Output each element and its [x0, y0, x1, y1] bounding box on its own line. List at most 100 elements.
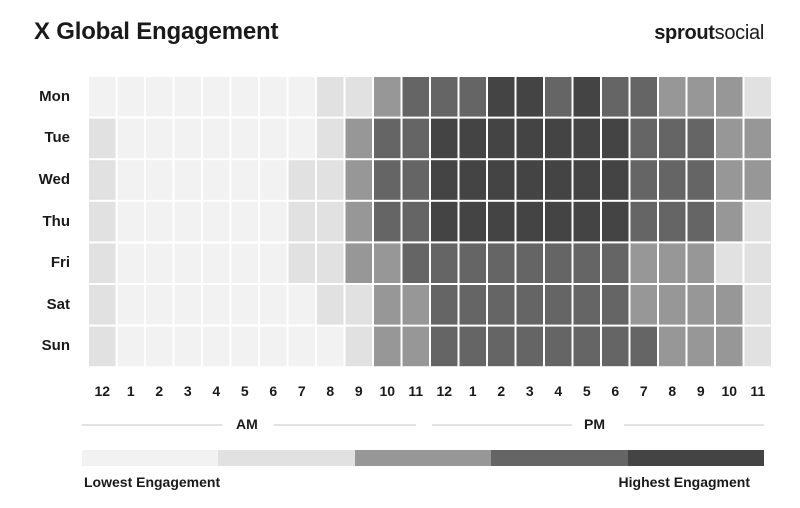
- heatmap-cell-wed-15: [516, 160, 543, 200]
- heatmap-cell-wed-10: [374, 160, 401, 200]
- day-label-sat: Sat: [46, 295, 70, 313]
- heatmap-cell-thu-2: [146, 201, 173, 242]
- heatmap-cell-thu-3: [174, 201, 201, 242]
- heatmap-cell-wed-4: [203, 160, 230, 200]
- heatmap-cell-fri-10: [374, 243, 401, 283]
- heatmap-cell-sat-13: [459, 285, 486, 325]
- heatmap-cell-tue-4: [203, 118, 230, 159]
- heatmap-cell-tue-14: [488, 118, 515, 159]
- heatmap-cell-thu-20: [659, 201, 686, 242]
- heatmap-cell-tue-1: [117, 118, 144, 159]
- heatmap-cell-mon-8: [317, 77, 344, 117]
- pm-label: PM: [584, 416, 605, 432]
- heatmap-cell-sat-7: [288, 285, 315, 325]
- heatmap-cell-fri-2: [146, 243, 173, 283]
- hour-label-18: 6: [611, 383, 620, 399]
- heatmap-cell-tue-8: [317, 118, 344, 159]
- logo-text-bold: sprout: [654, 22, 715, 44]
- heatmap-cell-mon-14: [488, 77, 515, 117]
- heatmap-cell-tue-0: [89, 118, 116, 159]
- heatmap-cell-wed-0: [89, 160, 116, 200]
- heatmap-cell-sat-17: [573, 285, 600, 325]
- heatmap-cell-wed-13: [459, 160, 486, 200]
- heatmap-cell-sun-15: [516, 326, 543, 367]
- hour-label-7: 7: [297, 383, 306, 399]
- heatmap-cell-sat-0: [89, 285, 116, 325]
- hour-label-10: 10: [379, 383, 396, 399]
- heatmap-cell-thu-8: [317, 201, 344, 242]
- heatmap-cell-sat-9: [345, 285, 372, 325]
- day-label-thu: Thu: [42, 212, 71, 230]
- legend-segment-2: [218, 450, 356, 466]
- heatmap-cell-mon-3: [174, 77, 201, 117]
- day-label-tue: Tue: [44, 129, 70, 147]
- heatmap-cell-mon-22: [716, 77, 743, 117]
- heatmap-cell-sat-19: [630, 285, 657, 325]
- heatmap-cell-sat-4: [203, 285, 230, 325]
- heatmap-cell-tue-22: [716, 118, 743, 159]
- heatmap-cell-sun-3: [174, 326, 201, 367]
- hour-label-22: 10: [721, 383, 738, 399]
- chart-title: X Global Engagement: [34, 18, 279, 45]
- heatmap-cell-mon-6: [260, 77, 287, 117]
- hour-label-0: 12: [94, 383, 111, 399]
- heatmap-cell-thu-23: [744, 201, 771, 242]
- heatmap-cell-thu-5: [231, 201, 258, 242]
- heatmap-cell-tue-15: [516, 118, 543, 159]
- heatmap-cell-thu-11: [402, 201, 429, 242]
- heatmap-cell-fri-1: [117, 243, 144, 283]
- heatmap-cell-mon-9: [345, 77, 372, 117]
- heatmap-cell-fri-13: [459, 243, 486, 283]
- heatmap-cell-thu-6: [260, 201, 287, 242]
- heatmap-cell-sat-6: [260, 285, 287, 325]
- day-label-fri: Fri: [50, 254, 70, 272]
- heatmap-cell-fri-21: [687, 243, 714, 283]
- heatmap-cell-tue-16: [545, 118, 572, 159]
- heatmap-cell-mon-23: [744, 77, 771, 117]
- heatmap-cell-sat-22: [716, 285, 743, 325]
- heatmap-cell-sat-14: [488, 285, 515, 325]
- heatmap-cell-mon-11: [402, 77, 429, 117]
- heatmap-cell-sun-20: [659, 326, 686, 367]
- heatmap-cell-sat-5: [231, 285, 258, 325]
- hour-label-21: 9: [696, 383, 705, 399]
- day-label-mon: Mon: [39, 87, 70, 105]
- heatmap-cell-wed-17: [573, 160, 600, 200]
- heatmap-cell-wed-12: [431, 160, 458, 200]
- heatmap-cell-fri-12: [431, 243, 458, 283]
- heatmap-cell-wed-20: [659, 160, 686, 200]
- heatmap-cell-sun-2: [146, 326, 173, 367]
- heatmap-cell-fri-16: [545, 243, 572, 283]
- engagement-heatmap: [89, 77, 771, 367]
- pm-divider-right: [624, 424, 764, 426]
- heatmap-cell-tue-23: [744, 118, 771, 159]
- heatmap-cell-sun-0: [89, 326, 116, 367]
- heatmap-cell-tue-12: [431, 118, 458, 159]
- heatmap-cell-fri-23: [744, 243, 771, 283]
- heatmap-cell-tue-2: [146, 118, 173, 159]
- heatmap-cell-tue-10: [374, 118, 401, 159]
- hour-label-9: 9: [354, 383, 363, 399]
- hour-label-17: 5: [582, 383, 591, 399]
- heatmap-cell-sat-3: [174, 285, 201, 325]
- heatmap-cell-thu-13: [459, 201, 486, 242]
- hour-label-5: 5: [240, 383, 249, 399]
- heatmap-cell-sat-11: [402, 285, 429, 325]
- heatmap-cell-thu-22: [716, 201, 743, 242]
- heatmap-cell-fri-22: [716, 243, 743, 283]
- heatmap-cell-sat-15: [516, 285, 543, 325]
- heatmap-cell-wed-8: [317, 160, 344, 200]
- heatmap-cell-mon-10: [374, 77, 401, 117]
- heatmap-cell-wed-14: [488, 160, 515, 200]
- heatmap-cell-sun-17: [573, 326, 600, 367]
- legend-segment-1: [82, 450, 219, 466]
- heatmap-cell-wed-6: [260, 160, 287, 200]
- heatmap-cell-mon-15: [516, 77, 543, 117]
- heatmap-cell-wed-2: [146, 160, 173, 200]
- heatmap-cell-mon-16: [545, 77, 572, 117]
- heatmap-cell-sun-21: [687, 326, 714, 367]
- heatmap-cell-tue-7: [288, 118, 315, 159]
- hour-label-15: 3: [525, 383, 534, 399]
- heatmap-cell-mon-0: [89, 77, 116, 117]
- heatmap-cell-sat-2: [146, 285, 173, 325]
